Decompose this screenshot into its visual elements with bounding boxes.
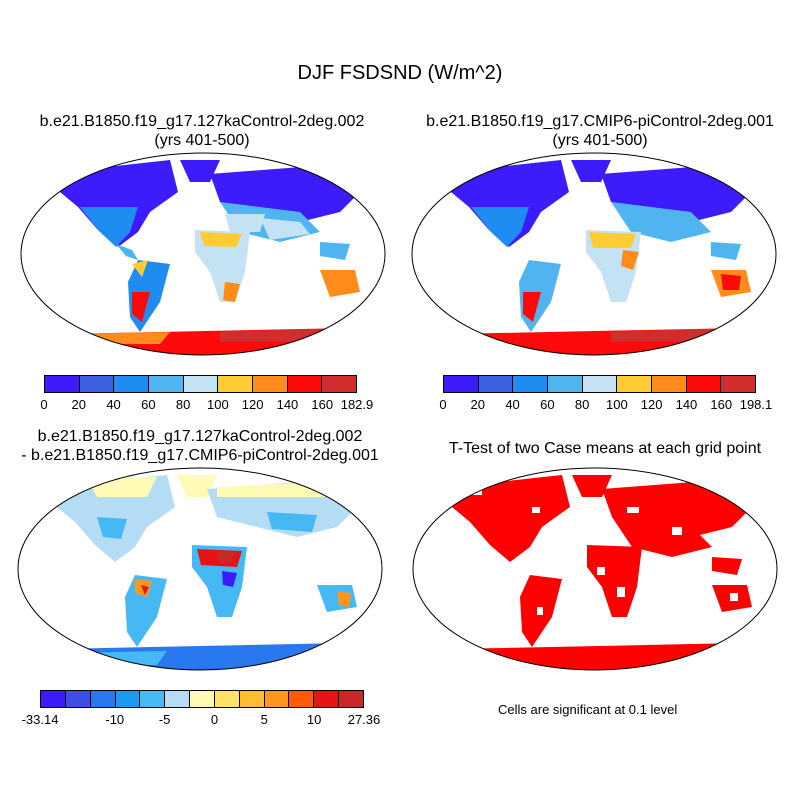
colorbar-swatch (444, 376, 479, 392)
figure-title: DJF FSDSND (W/m^2) (297, 62, 503, 84)
colorbar-swatch (322, 376, 357, 392)
colorbar-tick-label: 120 (640, 397, 663, 412)
colorbar-tick-label: -5 (158, 712, 171, 727)
colorbar-tick-label: 0 (40, 397, 48, 412)
colorbar-tick-label: 160 (710, 397, 733, 412)
panel1-map (20, 152, 386, 356)
panel1-colorbar (44, 375, 357, 393)
colorbar-tick-label: 120 (241, 397, 264, 412)
colorbar-tick-label: 80 (574, 397, 590, 412)
colorbar-swatch (617, 376, 653, 392)
colorbar-tick-label: 100 (207, 397, 229, 412)
colorbar-tick-label: 0 (439, 397, 447, 412)
colorbar-swatch (190, 691, 215, 707)
colorbar-swatch (582, 376, 618, 392)
colorbar-swatch (183, 376, 219, 392)
significance-note: Cells are significant at 0.1 level (498, 702, 678, 717)
colorbar-tick-label: 40 (106, 397, 121, 412)
colorbar-swatch (218, 376, 254, 392)
colorbar-swatch (548, 376, 583, 392)
colorbar-tick-label: 40 (505, 397, 520, 412)
colorbar-swatch (45, 376, 80, 392)
colorbar-swatch (264, 691, 290, 707)
colorbar-tick-label: 182.9 (340, 397, 374, 412)
colorbar-tick-label: 160 (311, 397, 334, 412)
colorbar-swatch (287, 376, 323, 392)
colorbar-swatch (339, 691, 363, 707)
colorbar-swatch (239, 691, 265, 707)
colorbar-swatch (513, 376, 549, 392)
colorbar-tick-label: 10 (306, 712, 322, 727)
colorbar-tick-label: 140 (675, 397, 698, 412)
colorbar-tick-label: 20 (470, 397, 485, 412)
colorbar-tick-label: 60 (141, 397, 156, 412)
panel1-title-line1: b.e21.B1850.f19_g17.127kaControl-2deg.00… (39, 113, 365, 130)
panel2-map (411, 152, 777, 356)
colorbar-tick-label: 5 (260, 712, 268, 727)
colorbar-swatch (140, 691, 166, 707)
colorbar-swatch (314, 691, 340, 707)
colorbar-swatch (652, 376, 687, 392)
colorbar-tick-label: 198.1 (739, 397, 773, 412)
colorbar-tick-label: 60 (540, 397, 555, 412)
colorbar-tick-label: 27.36 (347, 712, 381, 727)
colorbar-swatch (289, 691, 315, 707)
panel2-colorbar (443, 375, 756, 393)
colorbar-swatch (686, 376, 722, 392)
colorbar-swatch (721, 376, 756, 392)
colorbar-tick-label: 20 (71, 397, 86, 412)
colorbar-swatch (41, 691, 66, 707)
panel3-map (17, 467, 383, 671)
panel3-title-line2: - b.e21.B1850.f19_g17.CMIP6-piControl-2d… (21, 447, 379, 464)
colorbar-swatch (115, 691, 141, 707)
panel3-title-line1: b.e21.B1850.f19_g17.127kaControl-2deg.00… (37, 428, 363, 445)
panel4-title: T-Test of two Case means at each grid po… (448, 440, 762, 457)
colorbar-tick-label: 140 (276, 397, 299, 412)
colorbar-tick-label: -10 (105, 712, 125, 727)
colorbar-swatch (165, 691, 191, 707)
colorbar-swatch (478, 376, 514, 392)
panel1-title-line2: (yrs 401-500) (154, 132, 250, 149)
colorbar-swatch (79, 376, 115, 392)
panel3-colorbar (40, 690, 364, 708)
colorbar-swatch (253, 376, 288, 392)
panel2-title-line1: b.e21.B1850.f19_g17.CMIP6-piControl-2deg… (426, 113, 774, 130)
colorbar-tick-label: 80 (175, 397, 191, 412)
panel2-title-line2: (yrs 401-500) (552, 132, 648, 149)
colorbar-tick-label: 100 (606, 397, 628, 412)
colorbar-tick-label: -33.14 (21, 712, 59, 727)
colorbar-swatch (149, 376, 184, 392)
colorbar-swatch (90, 691, 116, 707)
colorbar-swatch (114, 376, 150, 392)
colorbar-swatch (65, 691, 91, 707)
colorbar-swatch (214, 691, 240, 707)
panel4-map (412, 467, 778, 671)
colorbar-tick-label: 0 (210, 712, 219, 727)
